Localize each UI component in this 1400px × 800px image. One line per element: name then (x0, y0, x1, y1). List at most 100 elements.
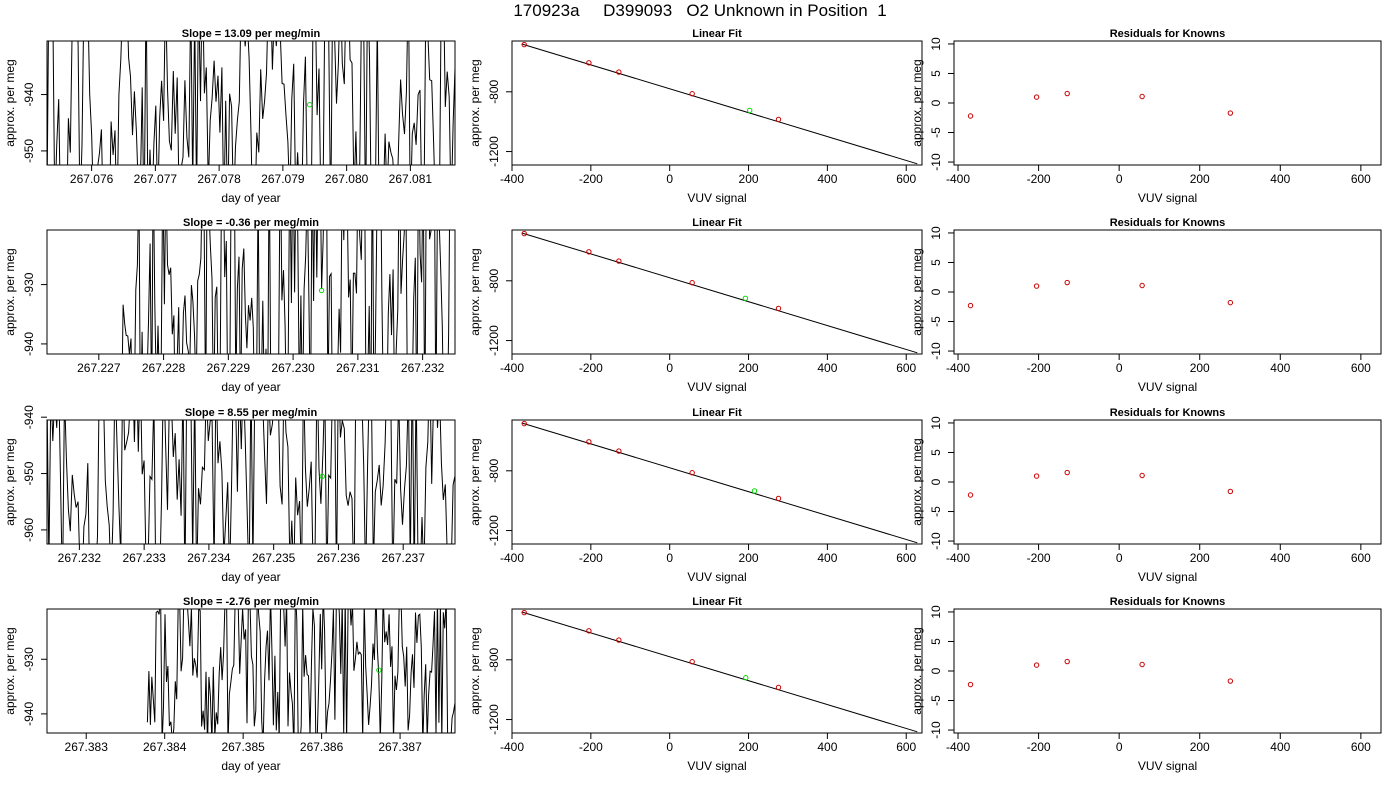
known-point (1139, 472, 1145, 479)
x-tick-label: -200 (579, 172, 603, 186)
known-point (1227, 488, 1234, 495)
unknown-point (743, 675, 749, 681)
known-point (1033, 94, 1040, 100)
fit-line (521, 422, 918, 544)
x-tick-label: 267.227 (77, 361, 121, 375)
x-tick-label: 267.077 (134, 172, 178, 186)
known-point (616, 69, 622, 75)
x-tick-label: 0 (1116, 361, 1123, 375)
x-tick-label: 200 (1190, 361, 1210, 375)
x-tick-label: -200 (579, 551, 603, 565)
x-tick-label: 267.078 (197, 172, 241, 186)
known-point (775, 116, 782, 123)
known-point (586, 60, 592, 66)
known-point (1139, 661, 1145, 668)
y-tick-label: -1200 (487, 515, 501, 546)
y-tick-label: -10 (929, 153, 943, 171)
y-tick-label: -950 (22, 461, 36, 485)
x-tick-label: 200 (739, 551, 759, 565)
panel-2-3: Residuals for Knowns VUV signal approx. pe… (910, 217, 1382, 394)
panel-3-1: Slope = 8.55 per meg/min day of year appro… (3, 405, 456, 584)
known-point (521, 41, 527, 48)
unknown-point (742, 295, 749, 301)
panel-title: Linear Fit (692, 407, 742, 419)
x-tick-label: 400 (1270, 551, 1290, 565)
panel-title: Linear Fit (692, 596, 742, 608)
unknown-point (376, 667, 382, 673)
x-tick-label: -400 (500, 172, 524, 186)
known-point (967, 302, 974, 309)
x-tick-label: 600 (1351, 551, 1371, 565)
known-point (1033, 283, 1040, 289)
y-tick-label: -800 (487, 647, 501, 671)
plot-area (47, 420, 455, 544)
x-axis-label: VUV signal (687, 380, 746, 394)
x-tick-label: 267.235 (252, 551, 296, 565)
x-tick-label: -400 (500, 361, 524, 375)
panel-title: Slope = -2.76 per meg/min (183, 596, 319, 608)
x-axis-label: VUV signal (687, 570, 746, 584)
y-tick-label: -800 (487, 268, 501, 292)
plot-area (967, 90, 1234, 119)
y-tick-label: -960 (22, 518, 36, 542)
x-tick-label: 200 (739, 172, 759, 186)
plot-frame (953, 419, 1382, 545)
x-tick-label: -400 (946, 361, 970, 375)
y-tick-label: 10 (929, 416, 943, 430)
plot-area (967, 658, 1234, 688)
known-point (521, 609, 527, 616)
x-tick-label: 267.236 (317, 551, 361, 565)
x-tick-label: -200 (579, 740, 603, 754)
plot-area (967, 279, 1234, 309)
known-point (586, 439, 592, 445)
series-line (47, 41, 455, 165)
series-line (146, 609, 455, 733)
x-axis-label: VUV signal (1138, 191, 1197, 205)
plot-area (521, 609, 918, 733)
plot-frame (46, 608, 456, 734)
x-tick-label: -200 (1027, 172, 1051, 186)
panel-title: Linear Fit (692, 217, 742, 229)
page-title: 170923a D399093 O2 Unknown in Position 1 (513, 1, 887, 20)
x-tick-label: 267.081 (389, 172, 433, 186)
x-tick-label: 400 (817, 740, 837, 754)
y-tick-label: -10 (929, 342, 943, 360)
known-point (689, 280, 695, 286)
x-tick-label: 0 (666, 551, 673, 565)
known-point (586, 249, 592, 255)
known-point (967, 681, 974, 688)
panel-4-1: Slope = -2.76 per meg/min day of year appr… (3, 596, 456, 773)
unknown-point (318, 287, 325, 294)
known-point (967, 113, 974, 119)
plot-frame (511, 40, 923, 166)
fit-line (521, 611, 918, 733)
x-axis-label: day of year (221, 380, 280, 394)
x-axis-label: day of year (221, 191, 280, 205)
y-tick-label: 5 (929, 259, 943, 266)
x-tick-label: 0 (666, 361, 673, 375)
x-tick-label: -200 (579, 361, 603, 375)
x-tick-label: 600 (896, 551, 916, 565)
plot-frame (511, 419, 923, 545)
y-tick-label: 10 (929, 605, 943, 619)
panel-title: Linear Fit (692, 28, 742, 40)
y-tick-label: -10 (929, 532, 943, 550)
known-point (689, 470, 695, 476)
unknown-point (747, 107, 753, 114)
panel-4-2: Linear Fit VUV signal approx. per meg -400 -… (468, 596, 923, 773)
known-point (1139, 93, 1145, 100)
x-tick-label: 267.385 (221, 740, 265, 754)
x-tick-label: 267.232 (401, 361, 445, 375)
x-tick-label: 200 (1190, 740, 1210, 754)
panel-1-2: Linear Fit VUV signal approx. per meg -400 -… (468, 28, 923, 205)
x-tick-label: 267.229 (207, 361, 251, 375)
known-point (1033, 473, 1040, 479)
unknown-point (319, 473, 325, 480)
x-tick-label: -400 (500, 740, 524, 754)
plot-area (521, 230, 918, 354)
x-tick-label: 0 (1116, 172, 1123, 186)
y-axis-label: approx. per meg (910, 438, 924, 525)
known-point (1139, 282, 1145, 289)
plot-area (146, 609, 455, 733)
x-tick-label: 400 (817, 551, 837, 565)
